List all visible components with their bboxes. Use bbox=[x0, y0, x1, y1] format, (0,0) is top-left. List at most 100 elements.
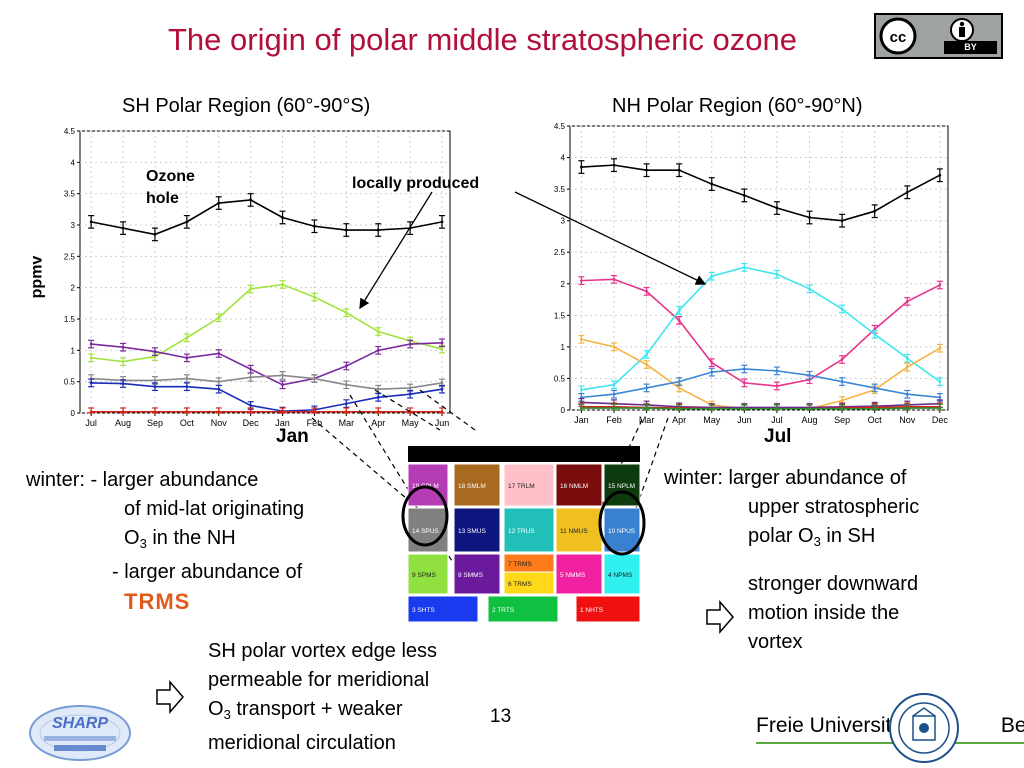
y-tick-label: 3.5 bbox=[64, 190, 76, 199]
fu-berlin-logo: Freie Universität Berlin bbox=[756, 714, 1024, 744]
data-point bbox=[89, 342, 93, 346]
data-point bbox=[376, 330, 380, 333]
map-region-label: 13 SMUS bbox=[458, 528, 486, 535]
data-point bbox=[249, 287, 253, 291]
cc-by-label: BY bbox=[944, 41, 997, 54]
data-point bbox=[153, 410, 157, 414]
locally-produced-annotation: locally produced bbox=[352, 175, 480, 192]
data-point bbox=[775, 272, 779, 276]
data-point bbox=[121, 410, 125, 414]
cc-icon: cc bbox=[879, 17, 974, 55]
y-tick-label: 0.5 bbox=[64, 378, 76, 387]
left-o3-sub: 3 bbox=[139, 536, 147, 551]
data-point bbox=[840, 399, 844, 402]
sh-panel-title: SH Polar Region (60°-90°S) bbox=[122, 95, 371, 117]
data-point bbox=[89, 410, 93, 414]
data-point bbox=[938, 406, 942, 410]
data-point bbox=[313, 224, 316, 228]
data-point bbox=[185, 410, 189, 414]
data-point bbox=[408, 386, 412, 390]
x-tick-label: Dec bbox=[243, 418, 260, 428]
x-tick-label: Sep bbox=[147, 418, 163, 428]
data-point bbox=[938, 173, 942, 177]
map-region-label: 16 NMLM bbox=[560, 483, 588, 490]
map-region: 7 TRMS bbox=[503, 553, 555, 573]
x-tick-label: Feb bbox=[606, 415, 622, 425]
right-o3-b: in SH bbox=[820, 525, 876, 547]
left-text-block: winter: - larger abundance of mid-lat or… bbox=[26, 466, 304, 616]
x-tick-label: May bbox=[402, 418, 420, 428]
map-region-label: 1 NHTS bbox=[580, 607, 604, 614]
right-text-line6: vortex bbox=[748, 631, 803, 653]
cc-by-badge: cc BY bbox=[874, 13, 1003, 59]
map-region-label: 11 NMUS bbox=[560, 528, 588, 535]
data-point bbox=[249, 367, 253, 371]
data-point bbox=[710, 407, 714, 411]
bottom-o3-a: O bbox=[208, 698, 224, 720]
series-line bbox=[581, 266, 941, 391]
data-point bbox=[905, 300, 909, 303]
data-point bbox=[89, 356, 93, 360]
data-point bbox=[840, 219, 844, 223]
sh-chart: 0 0.5 1 1.5 2 2.5 3 3.5 4 4.5 Jul Aug Sep Oct Nov Dec Ja… bbox=[64, 127, 451, 428]
plot-frame bbox=[569, 125, 949, 411]
y-tick-label: 0.5 bbox=[554, 374, 566, 383]
data-point bbox=[185, 220, 189, 224]
fu-seal-icon bbox=[889, 693, 959, 763]
map-region: 3 SHTS bbox=[407, 595, 479, 623]
y-tick-label: 0 bbox=[71, 409, 76, 418]
data-point bbox=[905, 356, 909, 360]
dashed-link bbox=[374, 389, 441, 431]
series-line bbox=[91, 283, 443, 363]
right-o3-sub: 3 bbox=[813, 534, 821, 549]
map-region: 1 NHTS bbox=[575, 595, 641, 623]
data-point bbox=[938, 283, 942, 287]
bottom-text-line3: O3 transport + weaker bbox=[208, 695, 437, 729]
map-region: 5 NMMS bbox=[555, 553, 603, 595]
data-point bbox=[376, 348, 380, 352]
nh-chart: 0 0.5 1 1.5 2 2.5 3 3.5 4 4.5 Jan Feb Mar Apr May Jun Ju… bbox=[554, 122, 949, 425]
map-region-label: 14 SPUS bbox=[412, 528, 439, 535]
map-region: 9 SPMS bbox=[407, 553, 449, 595]
x-tick-label: Nov bbox=[899, 415, 916, 425]
fu-berlin: Berlin bbox=[1000, 714, 1024, 737]
data-point bbox=[217, 201, 221, 205]
data-point bbox=[344, 311, 348, 315]
x-tick-label: Aug bbox=[115, 418, 131, 428]
y-tick-label: 2.5 bbox=[64, 252, 76, 261]
data-point bbox=[677, 386, 681, 390]
data-point bbox=[217, 387, 221, 391]
data-point bbox=[281, 374, 284, 377]
right-o3-a: polar O bbox=[748, 525, 814, 547]
plot-frame bbox=[79, 130, 451, 414]
data-point bbox=[217, 380, 221, 384]
data-point bbox=[217, 352, 221, 355]
data-point bbox=[440, 341, 444, 345]
data-point bbox=[645, 406, 648, 410]
map-region: 8 SMMS bbox=[453, 553, 501, 595]
data-point bbox=[89, 381, 93, 385]
data-point bbox=[121, 360, 125, 364]
series-line bbox=[581, 407, 940, 410]
data-point bbox=[440, 220, 444, 224]
left-text-line1: winter: - larger abundance bbox=[26, 469, 259, 491]
left-text-trms: TRMS bbox=[124, 589, 191, 614]
data-point bbox=[873, 407, 877, 411]
dashed-link bbox=[311, 417, 421, 511]
data-point bbox=[808, 287, 811, 291]
data-point bbox=[742, 367, 746, 371]
arrow-to-nh-curve bbox=[514, 191, 707, 285]
bottom-o3-sub: 3 bbox=[223, 707, 231, 722]
data-point bbox=[840, 307, 844, 311]
data-point bbox=[185, 336, 189, 340]
data-point bbox=[580, 279, 583, 283]
data-point bbox=[808, 216, 811, 219]
data-point bbox=[153, 233, 157, 236]
data-point bbox=[376, 228, 380, 232]
series-line bbox=[581, 164, 941, 222]
series-line bbox=[91, 382, 443, 412]
data-point bbox=[710, 274, 714, 278]
data-point bbox=[840, 380, 844, 383]
map-region-label: 15 NPLM bbox=[608, 483, 635, 490]
